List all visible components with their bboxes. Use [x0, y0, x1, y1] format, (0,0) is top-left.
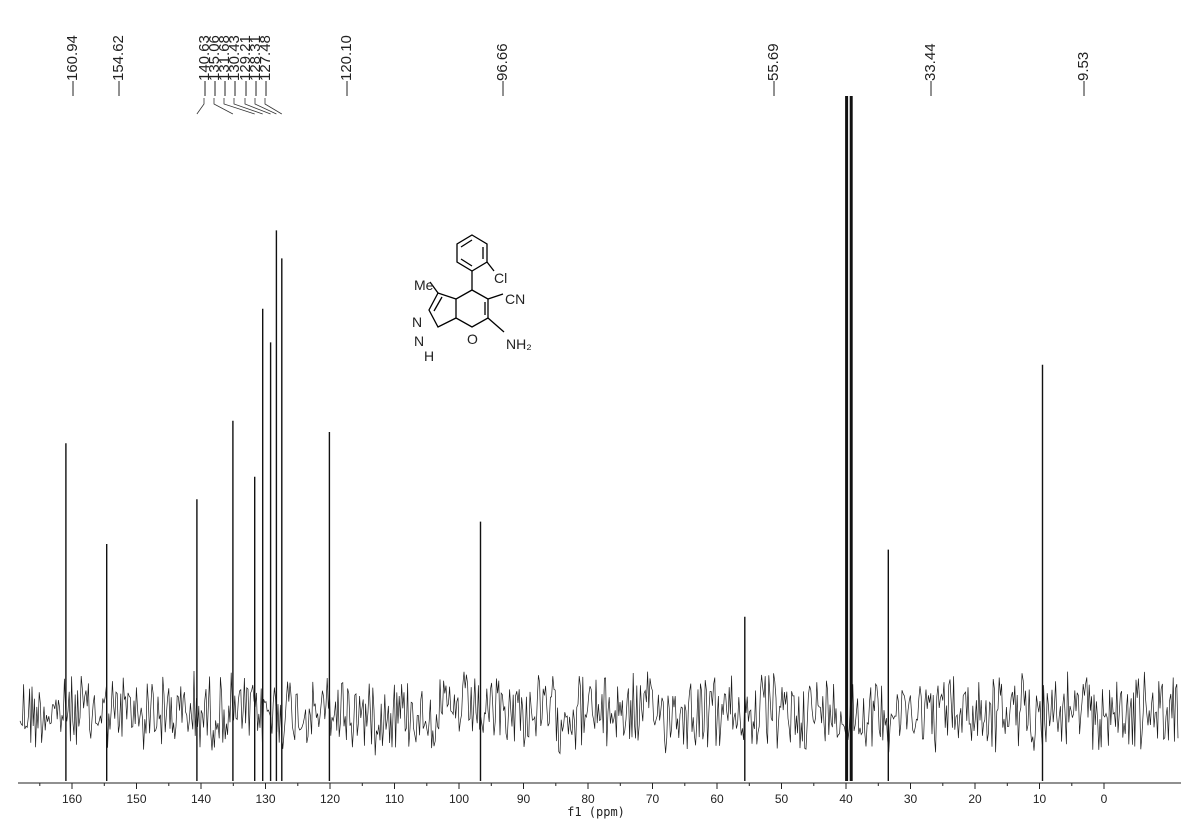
bond-amino: [487, 317, 505, 333]
peak-label: —130.43: [226, 35, 243, 96]
x-tick-label: 110: [385, 792, 404, 806]
peak-label: —129.21: [237, 35, 254, 96]
cyano-label: CN: [505, 291, 525, 307]
peak-label-connector: [254, 98, 277, 115]
peak-layer: [65, 96, 1044, 781]
x-tick-label: 70: [646, 792, 660, 806]
x-axis-ticks: 160 150 140 130 120 110 100 90 80 70 60 50 40 30 20 10 0: [39, 783, 1108, 806]
x-tick-label: 20: [968, 792, 982, 806]
pyrazole-ring: [428, 292, 457, 328]
peak-label-connector: [223, 98, 255, 115]
x-tick-label: 160: [62, 792, 82, 806]
x-tick-label: 150: [126, 792, 146, 806]
amino-label: NH₂: [506, 336, 532, 352]
pyran-o-label: O: [467, 331, 478, 347]
peak-label: —140.63: [196, 35, 213, 96]
pyran-ring: [455, 289, 489, 328]
chloro-label: Cl: [494, 270, 507, 286]
peak-label: —160.94: [64, 35, 81, 96]
x-tick-label: 0: [1101, 792, 1108, 806]
peak-label: —120.10: [338, 35, 355, 96]
x-tick-label: 50: [775, 792, 789, 806]
pyrazole-n-label: N: [412, 314, 422, 330]
peak-label: —9.53: [1075, 52, 1092, 96]
noise-trace: [19, 670, 1179, 756]
x-axis-title: f1 (ppm): [567, 805, 625, 819]
peak-label-connector: [213, 98, 234, 115]
peak-label-connector: [264, 98, 283, 115]
benzene-inner-bond: [460, 239, 473, 248]
peak-label: —135.06: [206, 35, 223, 96]
methyl-label: Me: [414, 277, 434, 293]
peak-label-connector: [196, 98, 205, 115]
x-tick-label: 80: [581, 792, 595, 806]
molecule-structure: [428, 234, 505, 333]
peak-label: —131.68: [216, 35, 233, 96]
noise-path: [19, 670, 1179, 756]
pyrazole-h-label: H: [424, 348, 434, 364]
x-tick-label: 30: [904, 792, 918, 806]
peak-label-connector: [244, 98, 271, 115]
x-tick-label: 130: [255, 792, 275, 806]
x-tick-label: 120: [320, 792, 340, 806]
peak-label-connector: [233, 98, 263, 115]
peak-label: —127.48: [257, 35, 274, 96]
x-tick-label: 100: [449, 792, 469, 806]
bond-ring-to-cl: [486, 261, 495, 272]
peak-label: —96.66: [494, 43, 511, 96]
x-tick-label: 60: [710, 792, 724, 806]
peak-label: —128.31: [247, 35, 264, 96]
peak-label-group: —160.94 —154.62 —140.63—135.06—131.68—130.…: [64, 35, 1092, 115]
bond-cyano: [487, 293, 504, 300]
x-tick-label: 10: [1033, 792, 1047, 806]
x-tick-label: 90: [517, 792, 531, 806]
pyrazole-double-bond: [433, 296, 443, 312]
peak-label: —33.44: [922, 43, 939, 96]
pyrazole-nh-label: N: [414, 333, 424, 349]
x-tick-label: 40: [839, 792, 853, 806]
x-tick-label: 140: [191, 792, 211, 806]
peak-label: —154.62: [110, 35, 127, 96]
peak-label: —55.69: [765, 43, 782, 96]
benzene-inner-bond: [460, 258, 473, 267]
bond-methyl: [429, 281, 439, 294]
